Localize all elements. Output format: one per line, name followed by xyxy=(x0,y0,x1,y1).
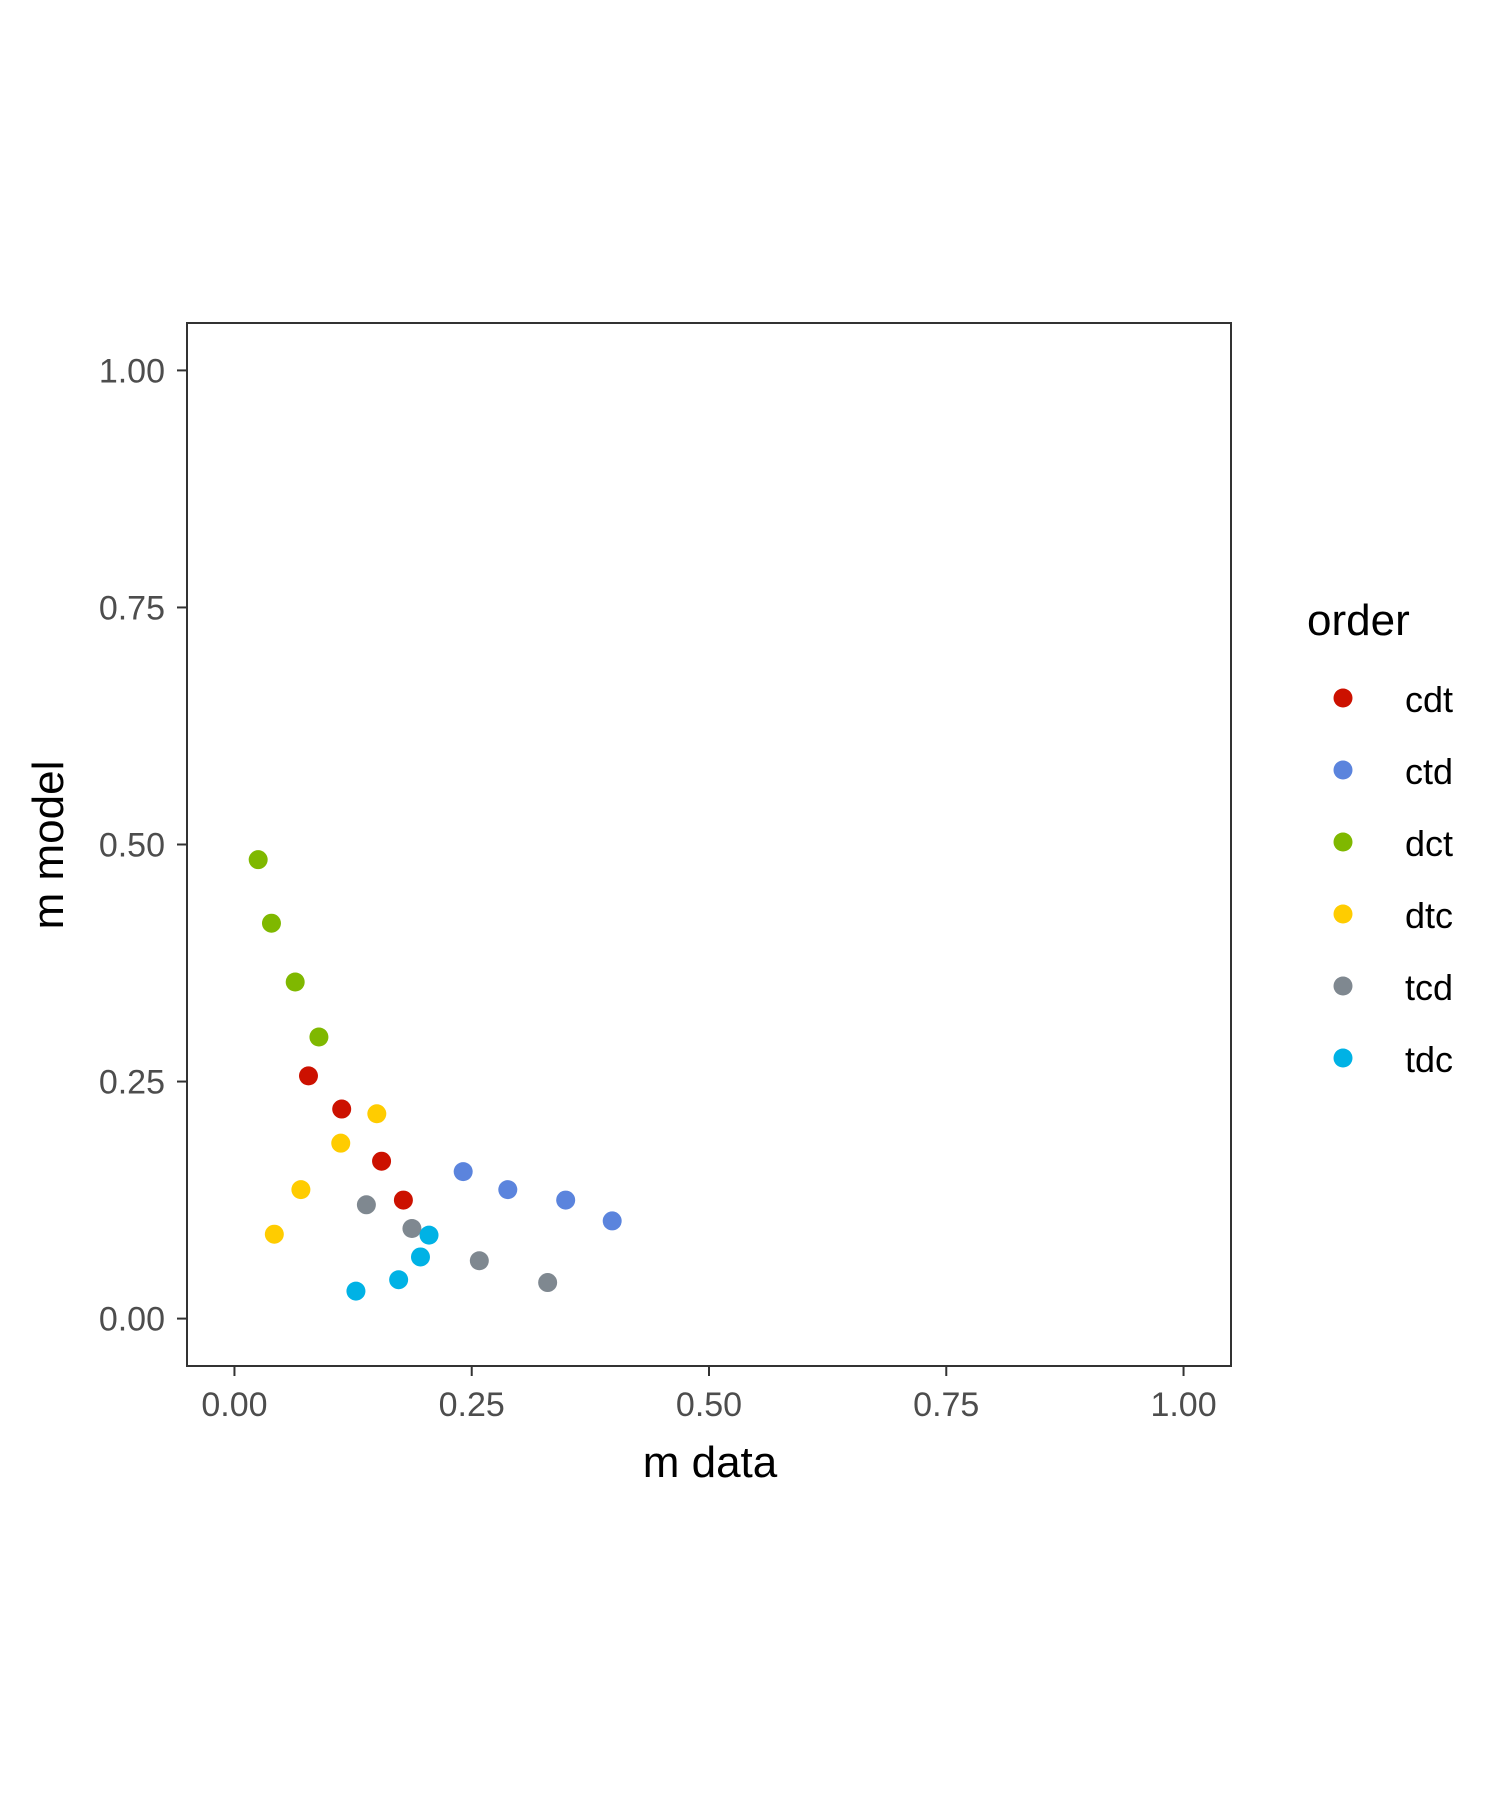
series-dtc xyxy=(264,1104,387,1244)
series-tcd xyxy=(356,1195,558,1293)
y-tick-label: 1.00 xyxy=(99,352,165,390)
x-tick-label: 0.50 xyxy=(676,1386,742,1424)
legend-key-dct xyxy=(1333,832,1353,852)
legend-label-tcd: tcd xyxy=(1405,967,1453,1008)
data-point-tdc xyxy=(410,1247,430,1267)
data-point-ctd xyxy=(556,1190,576,1210)
data-point-tdc xyxy=(389,1270,409,1290)
x-tick-label: 1.00 xyxy=(1150,1386,1216,1424)
data-point-tdc xyxy=(419,1225,439,1245)
x-tick-label: 0.75 xyxy=(913,1386,979,1424)
data-point-ctd xyxy=(498,1180,518,1200)
data-point-dct xyxy=(309,1027,329,1047)
series-cdt xyxy=(298,1066,413,1210)
data-point-dtc xyxy=(367,1104,387,1124)
x-tick-label: 0.25 xyxy=(439,1386,505,1424)
legend-key-cdt xyxy=(1333,688,1353,708)
legend-key-dtc xyxy=(1333,904,1353,924)
data-point-cdt xyxy=(298,1066,318,1086)
data-point-cdt xyxy=(372,1151,392,1171)
legend-label-ctd: ctd xyxy=(1405,751,1453,792)
data-point-cdt xyxy=(332,1099,352,1119)
legend-label-dtc: dtc xyxy=(1405,895,1453,936)
data-point-tdc xyxy=(346,1281,366,1301)
legend-key-ctd xyxy=(1333,760,1353,780)
data-point-ctd xyxy=(453,1162,473,1182)
data-point-tcd xyxy=(402,1219,422,1239)
legend-key-tcd xyxy=(1333,976,1353,996)
data-point-ctd xyxy=(602,1211,622,1231)
legend-key-tdc xyxy=(1333,1048,1353,1068)
legend-label-tdc: tdc xyxy=(1405,1039,1453,1080)
data-point-tcd xyxy=(469,1251,489,1271)
legend: cdt ctd dct dtc tcd tdc xyxy=(1333,679,1453,1080)
legend-label-dct: dct xyxy=(1405,823,1453,864)
x-axis-title: m data xyxy=(643,1438,778,1487)
data-point-dtc xyxy=(264,1224,284,1244)
data-point-dct xyxy=(285,972,305,992)
series-ctd xyxy=(453,1162,622,1231)
legend-title: order xyxy=(1307,596,1410,645)
y-tick-label: 0.00 xyxy=(99,1301,165,1339)
legend-label-cdt: cdt xyxy=(1405,679,1453,720)
data-point-tcd xyxy=(356,1195,376,1215)
series-dct xyxy=(248,850,329,1047)
data-point-cdt xyxy=(393,1190,413,1210)
y-axis-title: m model xyxy=(24,761,73,930)
data-point-dtc xyxy=(331,1133,351,1153)
y-tick-label: 0.50 xyxy=(99,827,165,865)
data-point-dct xyxy=(261,913,281,933)
y-tick-label: 0.75 xyxy=(99,589,165,627)
data-point-tcd xyxy=(538,1273,558,1293)
y-tick-label: 0.25 xyxy=(99,1064,165,1102)
x-tick-label: 0.00 xyxy=(201,1386,267,1424)
series-tdc xyxy=(346,1225,439,1301)
data-point-dtc xyxy=(291,1180,311,1200)
data-point-dct xyxy=(248,850,268,870)
